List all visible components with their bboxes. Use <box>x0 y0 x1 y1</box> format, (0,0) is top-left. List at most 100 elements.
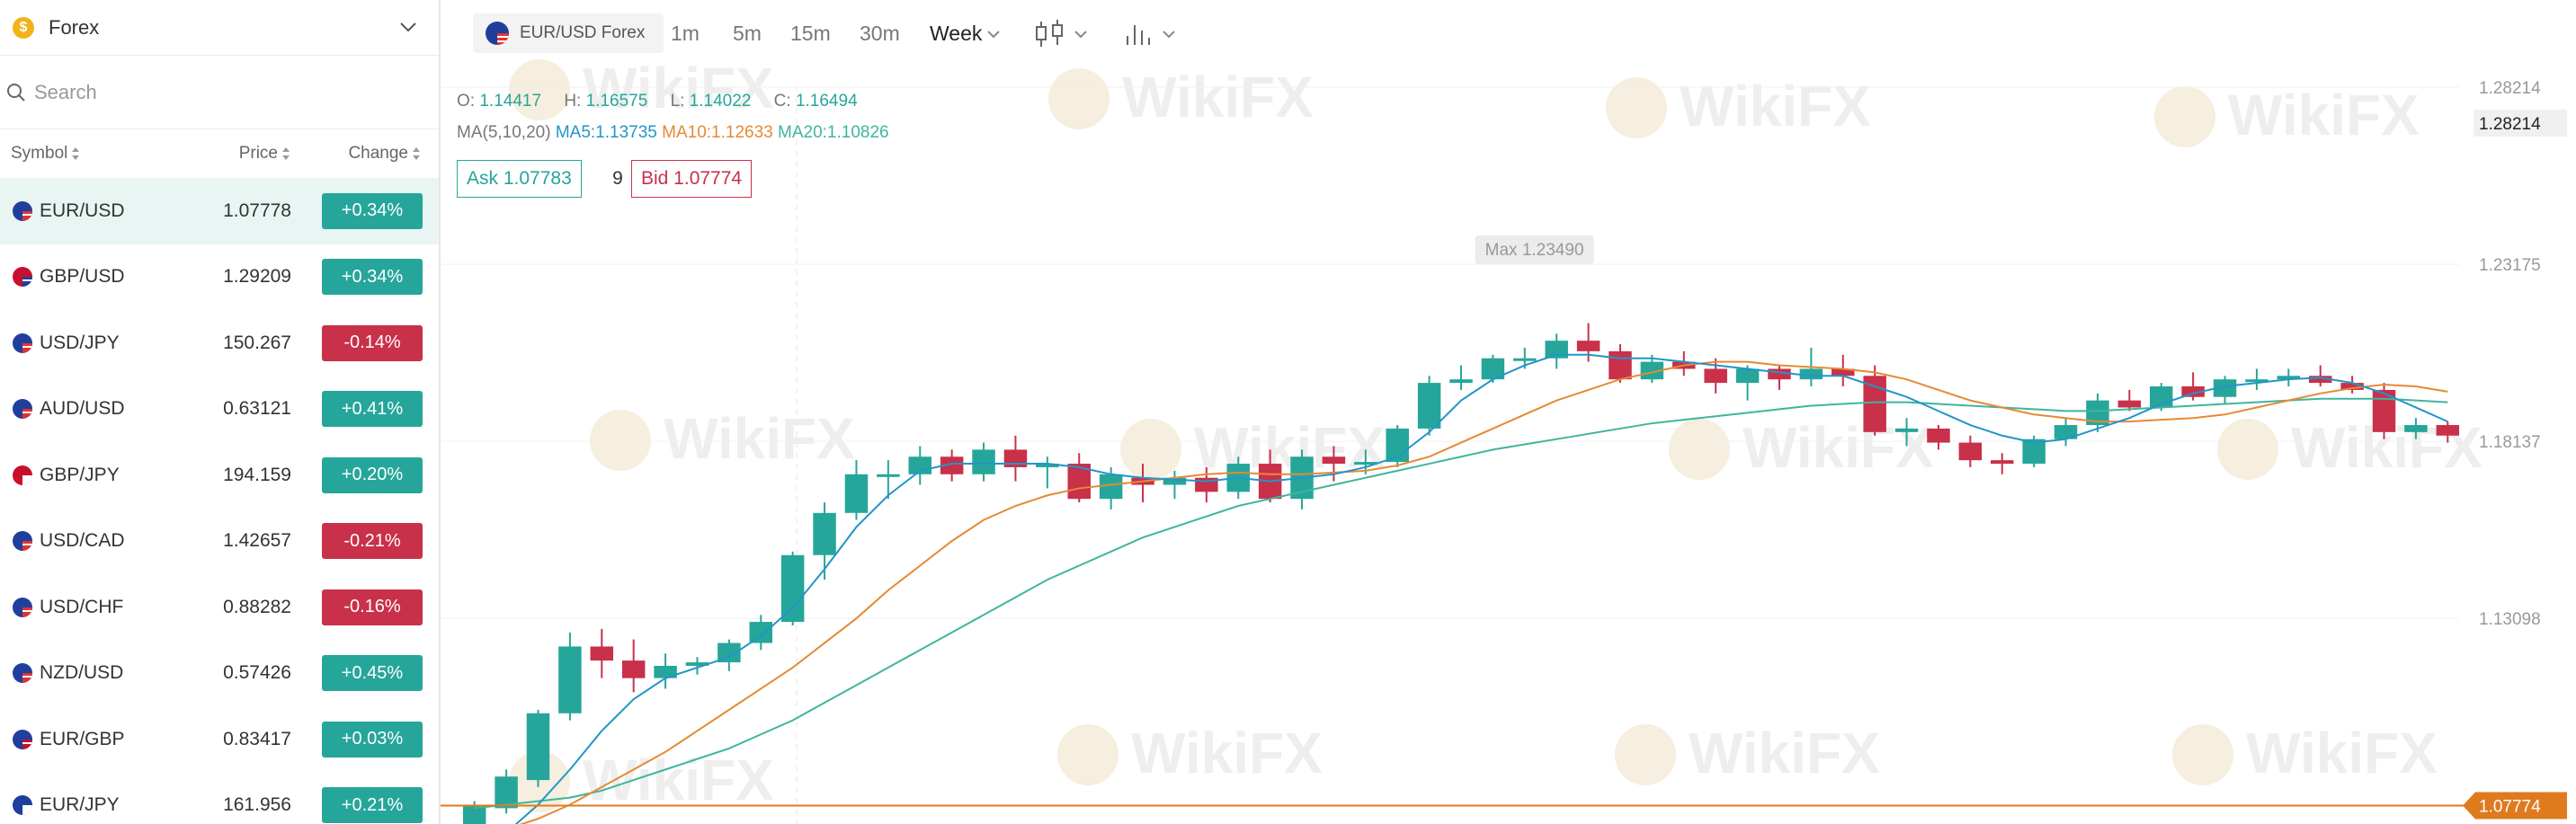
timeframe-1m[interactable]: 1m <box>671 22 700 45</box>
sort-by-price[interactable]: Price <box>239 144 290 164</box>
change-badge: +0.34% <box>322 259 423 296</box>
symbol-selector[interactable]: EUR/USD Forex <box>473 13 664 53</box>
candle <box>1927 428 1950 443</box>
candle <box>685 662 709 666</box>
candle <box>2404 425 2428 432</box>
candle <box>2436 425 2460 436</box>
sort-icon <box>413 146 420 160</box>
chevron-down-icon[interactable] <box>397 16 419 38</box>
currency-flag-icon <box>13 399 32 420</box>
currency-flag-icon <box>13 267 32 288</box>
change-badge: +0.34% <box>322 192 423 229</box>
candle <box>1735 368 1760 384</box>
indicators-icon[interactable] <box>1122 18 1158 50</box>
symbol-name: EUR/USD <box>40 199 125 221</box>
eu-us-flag-icon <box>486 22 509 45</box>
watermark-text: WikiFX <box>1122 65 1314 129</box>
timeframe-5m[interactable]: 5m <box>733 22 762 45</box>
candle <box>940 456 964 474</box>
high-value: 1.16575 <box>585 92 648 111</box>
symbol-row[interactable]: USD/JPY 150.267 -0.14% <box>0 310 439 377</box>
list-header: Symbol Price Change <box>0 129 439 178</box>
watermark-text: WikiFX <box>1689 721 1880 785</box>
market-selector[interactable]: $ Forex <box>0 0 439 56</box>
watermark-text: WikiFX <box>1680 74 1871 138</box>
candle <box>1609 350 1632 380</box>
ma5-line <box>514 353 2448 824</box>
y-axis-label: 1.18137 <box>2479 433 2541 452</box>
timeframe-15m[interactable]: 15m <box>790 22 831 45</box>
candle <box>718 642 741 663</box>
ask-button[interactable]: Ask 1.07783 <box>457 160 582 198</box>
chevron-down-icon[interactable] <box>983 18 1004 50</box>
sort-by-symbol[interactable]: Symbol <box>11 144 80 164</box>
candle <box>877 474 900 477</box>
change-badge: +0.41% <box>322 391 423 428</box>
currency-flag-icon <box>13 729 32 749</box>
candle <box>2181 386 2205 397</box>
candle <box>1991 460 2014 465</box>
last-price-tag <box>2463 792 2567 820</box>
symbol-row[interactable]: GBP/JPY 194.159 +0.20% <box>0 442 439 509</box>
chevron-down-icon[interactable] <box>1158 18 1180 50</box>
symbol-price: 0.63121 <box>223 398 291 420</box>
search-input[interactable] <box>34 80 394 104</box>
timeframe-30m[interactable]: 30m <box>860 22 900 45</box>
symbol-price: 0.88282 <box>223 596 291 617</box>
candle <box>2054 425 2078 439</box>
bid-button[interactable]: Bid 1.07774 <box>631 160 753 198</box>
symbol-row[interactable]: GBP/USD 1.29209 +0.34% <box>0 244 439 311</box>
symbol-price: 1.42657 <box>223 530 291 552</box>
candle <box>1640 361 1664 380</box>
candle <box>1163 477 1187 485</box>
symbol-price: 0.57426 <box>223 662 291 684</box>
symbol-row[interactable]: EUR/JPY 161.956 +0.21% <box>0 773 439 824</box>
y-axis-label: 1.28214 <box>2479 79 2541 98</box>
sort-by-change[interactable]: Change <box>348 144 421 164</box>
crosshair-price-label: 1.28214 <box>2479 115 2541 134</box>
candle <box>462 804 486 824</box>
symbol-row[interactable]: EUR/USD 1.07778 +0.34% <box>0 178 439 244</box>
candlestick-type-icon[interactable] <box>1034 18 1070 50</box>
symbol-row[interactable]: NZD/USD 0.57426 +0.45% <box>0 641 439 707</box>
watermark-logo <box>1615 724 1676 785</box>
high-label: H: <box>564 92 582 111</box>
crosshair-price-bg <box>2473 110 2567 137</box>
watermark-text: WikiFX <box>1743 415 1934 480</box>
ma20-line <box>474 397 2448 810</box>
symbol-price: 194.159 <box>223 464 291 485</box>
currency-flag-icon <box>13 465 32 485</box>
price-chart[interactable]: WikiFX WikiFX WikiFX WikiFX WikiFX WikiFX Wiki… <box>441 0 2576 824</box>
watermark-logo <box>509 751 570 812</box>
symbol-row[interactable]: USD/CHF 0.88282 -0.16% <box>0 574 439 641</box>
currency-flag-icon <box>13 795 32 816</box>
symbol-row[interactable]: AUD/USD 0.63121 +0.41% <box>0 377 439 443</box>
change-badge: +0.21% <box>322 787 423 824</box>
watermark-text: WikiFX <box>2246 721 2438 785</box>
candle <box>844 474 869 513</box>
watermark-logo <box>1669 419 1730 480</box>
symbol-row[interactable]: USD/CAD 1.42657 -0.21% <box>0 509 439 575</box>
market-sidebar: $ Forex Symbol Price Change EUR/USD 1.077… <box>0 0 441 824</box>
candle <box>1958 442 1983 461</box>
symbol-row[interactable]: EUR/GBP 0.83417 +0.03% <box>0 706 439 773</box>
candle <box>1576 341 1600 351</box>
candle <box>2213 379 2237 397</box>
watermark-text: WikiFX <box>583 56 774 120</box>
watermark-logo <box>1606 77 1667 138</box>
price-header-label: Price <box>238 144 278 163</box>
candle <box>1417 383 1441 429</box>
candle <box>495 776 518 809</box>
y-axis-label: 1.13098 <box>2479 610 2541 629</box>
watermark-logo <box>1120 419 1181 480</box>
period-selector[interactable]: Week <box>930 22 983 45</box>
candle <box>1799 368 1823 380</box>
symbol-name: GBP/JPY <box>40 464 120 485</box>
chevron-down-icon[interactable] <box>1070 18 1092 50</box>
market-label: Forex <box>49 15 100 39</box>
watermark-logo <box>2172 724 2233 785</box>
y-axis-label: 1.23175 <box>2479 256 2541 275</box>
candle <box>1704 368 1727 384</box>
candle <box>972 449 995 474</box>
open-label: O: <box>457 92 476 111</box>
